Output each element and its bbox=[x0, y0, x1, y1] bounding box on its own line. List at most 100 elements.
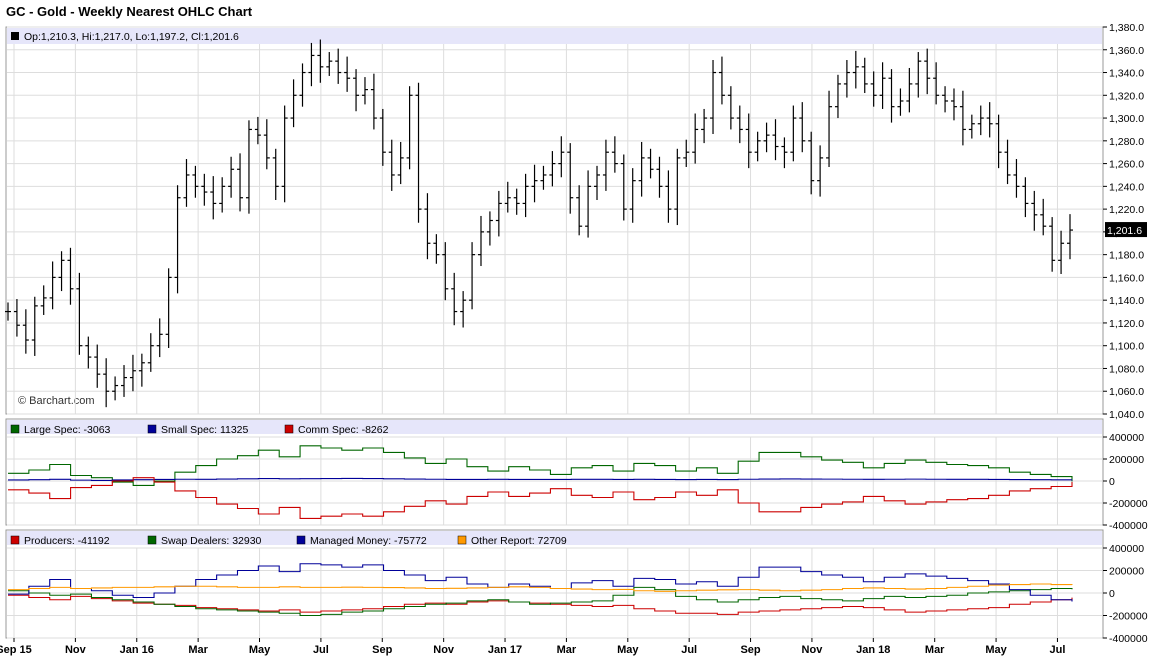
ohlc-bar bbox=[58, 251, 65, 292]
x-tick-label: Nov bbox=[433, 644, 455, 656]
ohlc-bar bbox=[121, 365, 128, 397]
panel-ytick-label: 400000 bbox=[1109, 432, 1144, 444]
price-ytick-label: 1,280.0 bbox=[1109, 136, 1144, 148]
price-ytick-label: 1,180.0 bbox=[1109, 250, 1144, 262]
panel-ytick-label: -200000 bbox=[1109, 498, 1148, 510]
panel-ytick-label: 200000 bbox=[1109, 566, 1144, 578]
ohlc-bar bbox=[611, 136, 618, 173]
ohlc-bar bbox=[995, 114, 1002, 169]
legend-label: Other Report: 72709 bbox=[471, 535, 567, 547]
legend-label: Swap Dealers: 32930 bbox=[161, 535, 262, 547]
ohlc-bar bbox=[915, 52, 922, 98]
last-price-label: 1,201.6 bbox=[1107, 225, 1142, 237]
panel-ytick-label: 200000 bbox=[1109, 454, 1144, 466]
ohlc-bar bbox=[344, 56, 351, 92]
ohlc-bar bbox=[156, 318, 163, 358]
price-panel-header bbox=[7, 28, 1102, 44]
ohlc-bar bbox=[790, 105, 797, 162]
ohlc-bar bbox=[397, 141, 404, 185]
ohlc-bar bbox=[718, 56, 725, 105]
ohlc-bar bbox=[638, 141, 645, 197]
cot-legacy-header bbox=[7, 420, 1102, 434]
x-tick-label: Mar bbox=[557, 644, 577, 656]
ohlc-bar bbox=[745, 113, 752, 169]
ohlc-bar bbox=[424, 193, 431, 260]
x-tick-label: May bbox=[985, 644, 1007, 656]
ohlc-bar bbox=[1058, 230, 1065, 274]
ohlc-bar bbox=[210, 176, 217, 220]
ohlc-bar bbox=[852, 50, 859, 89]
legend-label: Comm Spec: -8262 bbox=[298, 424, 389, 436]
ohlc-bar bbox=[433, 234, 440, 264]
ohlc-bar bbox=[192, 165, 199, 198]
ohlc-bar bbox=[763, 122, 770, 153]
x-tick-label: Jul bbox=[313, 644, 329, 656]
ohlc-bar bbox=[727, 86, 734, 130]
series-line bbox=[8, 594, 1073, 615]
ohlc-bar bbox=[817, 145, 824, 197]
ohlc-bar bbox=[558, 136, 565, 178]
price-ytick-label: 1,260.0 bbox=[1109, 159, 1144, 171]
ohlc-bar bbox=[94, 344, 101, 388]
ohlc-bar bbox=[736, 105, 743, 144]
ohlc-bar bbox=[1067, 214, 1073, 260]
chart-title: GC - Gold - Weekly Nearest OHLC Chart bbox=[6, 4, 253, 19]
ohlc-bar bbox=[540, 165, 547, 190]
price-ytick-label: 1,300.0 bbox=[1109, 113, 1144, 125]
ohlc-bar bbox=[165, 268, 172, 348]
ohlc-bar bbox=[67, 247, 74, 305]
ohlc-bar bbox=[629, 168, 636, 223]
ohlc-bar bbox=[40, 285, 47, 315]
ohlc-bar bbox=[245, 120, 252, 214]
price-ytick-label: 1,040.0 bbox=[1109, 409, 1144, 421]
ohlc-bar bbox=[1049, 217, 1056, 272]
price-legend-text: Op:1,210.3, Hi:1,217.0, Lo:1,197.2, Cl:1… bbox=[24, 31, 239, 43]
ohlc-bar bbox=[968, 114, 975, 139]
ohlc-bar bbox=[486, 211, 493, 246]
ohlc-bar bbox=[451, 272, 458, 326]
x-tick-label: Mar bbox=[925, 644, 945, 656]
ohlc-bar bbox=[415, 82, 422, 223]
ohlc-bar bbox=[513, 188, 520, 215]
ohlc-bar bbox=[147, 333, 154, 372]
price-panel bbox=[5, 26, 1104, 415]
x-tick-label: Sep bbox=[740, 644, 760, 656]
legend-label: Producers: -41192 bbox=[24, 535, 110, 547]
ohlc-bar bbox=[1013, 159, 1020, 198]
ohlc-bar bbox=[870, 71, 877, 107]
price-ytick-label: 1,140.0 bbox=[1109, 295, 1144, 307]
ohlc-bar bbox=[201, 173, 208, 206]
ohlc-bar bbox=[683, 139, 690, 168]
series-line bbox=[8, 583, 1073, 592]
x-tick-label: Jul bbox=[681, 644, 697, 656]
ohlc-bar bbox=[460, 291, 467, 328]
ohlc-bar bbox=[326, 52, 333, 76]
legend-item: Producers: -41192 bbox=[10, 535, 110, 547]
ohlc-bar bbox=[906, 67, 913, 113]
ohlc-bar bbox=[174, 185, 181, 294]
ohlc-bar bbox=[317, 39, 324, 83]
ohlc-bar bbox=[808, 131, 815, 195]
ohlc-bar bbox=[1022, 177, 1029, 218]
ohlc-bar bbox=[620, 154, 627, 221]
series-line bbox=[8, 477, 1073, 481]
ohlc-bar bbox=[959, 90, 966, 146]
x-tick-label: Nov bbox=[802, 644, 824, 656]
price-ytick-label: 1,360.0 bbox=[1109, 45, 1144, 57]
price-ytick-label: 1,060.0 bbox=[1109, 386, 1144, 398]
ohlc-bar bbox=[594, 165, 601, 201]
ohlc-bar bbox=[281, 105, 288, 203]
ohlc-bar bbox=[353, 69, 360, 112]
price-ytick-label: 1,100.0 bbox=[1109, 341, 1144, 353]
ohlc-bar bbox=[138, 353, 145, 387]
price-ytick-label: 1,340.0 bbox=[1109, 68, 1144, 80]
x-tick-label: Nov bbox=[65, 644, 87, 656]
ohlc-bar bbox=[977, 105, 984, 136]
price-ytick-label: 1,120.0 bbox=[1109, 318, 1144, 330]
ohlc-bar bbox=[129, 354, 136, 392]
ohlc-bar bbox=[49, 261, 56, 310]
price-ytick-label: 1,220.0 bbox=[1109, 204, 1144, 216]
ohlc-bar bbox=[602, 139, 609, 191]
panel-ytick-label: -400000 bbox=[1109, 633, 1148, 645]
